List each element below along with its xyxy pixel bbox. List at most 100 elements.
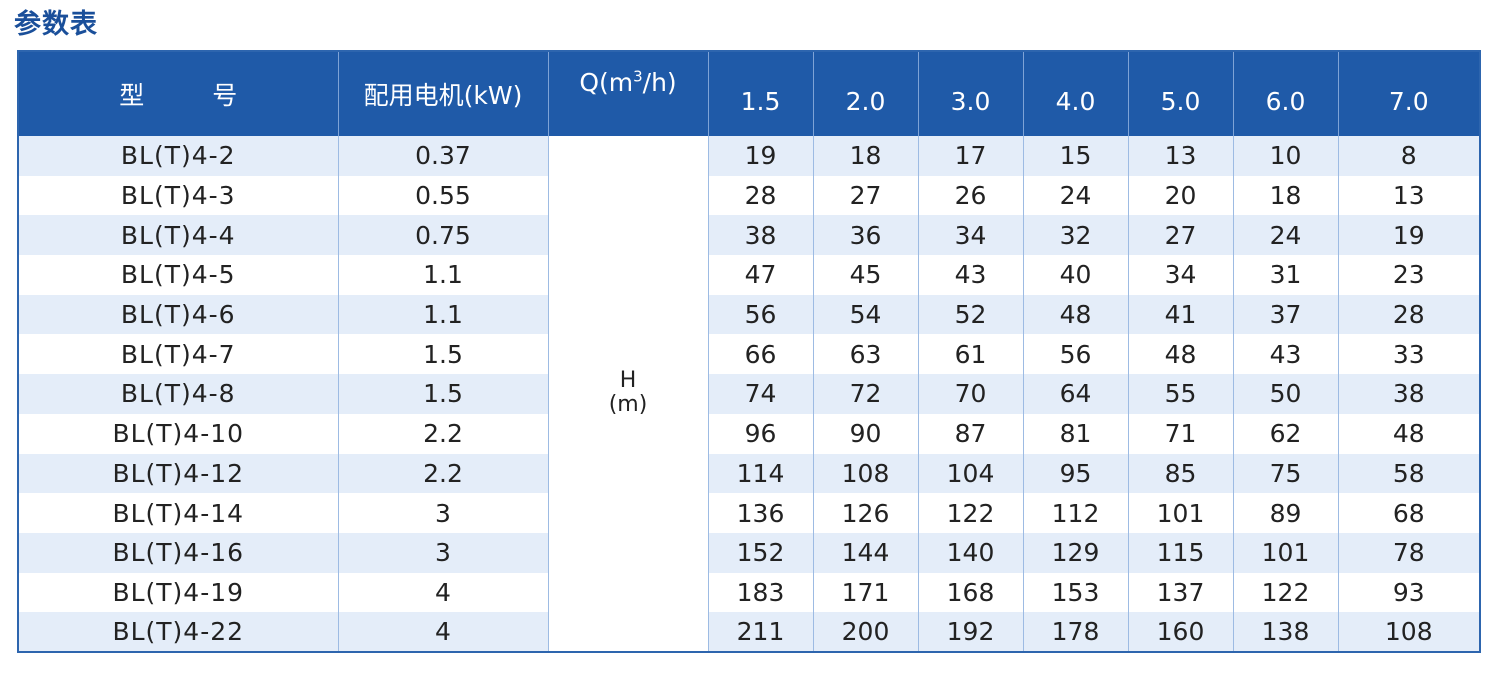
- model-cell: BL(T)4-16: [17, 532, 339, 573]
- head-value-cell: 122: [1232, 572, 1339, 613]
- head-value-cell: 58: [1337, 453, 1481, 494]
- motor-cell: 2.2: [337, 413, 549, 454]
- head-value-cell: 183: [707, 572, 814, 613]
- head-value-cell: 211: [707, 612, 814, 652]
- head-value-cell: 104: [917, 453, 1024, 494]
- head-value-cell: 37: [1232, 294, 1339, 335]
- page-title: 参数表: [14, 9, 98, 40]
- header-flow-value: 2.0: [812, 51, 919, 136]
- head-value-cell: 112: [1022, 493, 1129, 533]
- head-value-cell: 85: [1127, 453, 1234, 494]
- motor-cell: 1.5: [337, 374, 549, 414]
- head-value-cell: 144: [812, 532, 919, 573]
- head-value-cell: 33: [1337, 334, 1481, 375]
- head-value-cell: 136: [707, 493, 814, 533]
- head-value-cell: 13: [1127, 136, 1234, 176]
- motor-cell: 2.2: [337, 453, 549, 494]
- head-value-cell: 32: [1022, 215, 1129, 256]
- header-flow-value: 1.5: [707, 51, 814, 136]
- head-value-cell: 43: [1232, 334, 1339, 375]
- head-value-cell: 72: [812, 374, 919, 414]
- head-value-cell: 48: [1022, 294, 1129, 335]
- head-value-cell: 138: [1232, 612, 1339, 652]
- head-value-cell: 200: [812, 612, 919, 652]
- head-value-cell: 114: [707, 453, 814, 494]
- head-value-cell: 28: [707, 175, 814, 216]
- head-value-cell: 122: [917, 493, 1024, 533]
- head-value-cell: 63: [812, 334, 919, 375]
- head-value-cell: 27: [812, 175, 919, 216]
- head-value-cell: 8: [1337, 136, 1481, 176]
- head-value-cell: 66: [707, 334, 814, 375]
- model-cell: BL(T)4-4: [17, 215, 339, 256]
- head-value-cell: 75: [1232, 453, 1339, 494]
- model-cell: BL(T)4-12: [17, 453, 339, 494]
- head-value-cell: 43: [917, 255, 1024, 295]
- motor-cell: 0.75: [337, 215, 549, 256]
- model-cell: BL(T)4-14: [17, 493, 339, 533]
- head-value-cell: 115: [1127, 532, 1234, 573]
- model-cell: BL(T)4-6: [17, 294, 339, 335]
- head-value-cell: 152: [707, 532, 814, 573]
- table-row: BL(T)4-2 0.37 H (m) 19 18 17 15 13 10 8: [17, 136, 1481, 652]
- head-value-cell: 140: [917, 532, 1024, 573]
- table-row: BL(T)4-14 3 136 126 122 112 101 89 68: [17, 493, 1481, 533]
- model-cell: BL(T)4-2: [17, 136, 339, 176]
- head-value-cell: 24: [1022, 175, 1129, 216]
- model-cell: BL(T)4-10: [17, 413, 339, 454]
- head-value-cell: 41: [1127, 294, 1234, 335]
- head-value-cell: 18: [1232, 175, 1339, 216]
- head-value-cell: 48: [1127, 334, 1234, 375]
- head-value-cell: 108: [1337, 612, 1481, 652]
- head-value-cell: 40: [1022, 255, 1129, 295]
- head-value-cell: 108: [812, 453, 919, 494]
- head-value-cell: 153: [1022, 572, 1129, 613]
- table-row: BL(T)4-16 3 152 144 140 129 115 101 78: [17, 532, 1481, 573]
- model-cell: BL(T)4-7: [17, 334, 339, 375]
- table-row: BL(T)4-4 0.75 38 36 34 32 27 24 19: [17, 215, 1481, 256]
- head-value-cell: 64: [1022, 374, 1129, 414]
- head-value-cell: 34: [1127, 255, 1234, 295]
- motor-cell: 3: [337, 532, 549, 573]
- header-flow-prefix: Q(m: [579, 68, 634, 97]
- head-value-cell: 93: [1337, 572, 1481, 613]
- head-value-cell: 74: [707, 374, 814, 414]
- head-value-cell: 20: [1127, 175, 1234, 216]
- head-value-cell: 68: [1337, 493, 1481, 533]
- head-value-cell: 52: [917, 294, 1024, 335]
- header-flow-value: 5.0: [1127, 51, 1234, 136]
- head-value-cell: 101: [1127, 493, 1234, 533]
- header-flow-value: 6.0: [1232, 51, 1339, 136]
- head-value-cell: 27: [1127, 215, 1234, 256]
- head-value-cell: 126: [812, 493, 919, 533]
- head-value-cell: 48: [1337, 413, 1481, 454]
- head-value-cell: 62: [1232, 413, 1339, 454]
- head-value-cell: 38: [707, 215, 814, 256]
- header-motor: 配用电机(kW): [337, 51, 549, 136]
- head-value-cell: 95: [1022, 453, 1129, 494]
- model-cell: BL(T)4-3: [17, 175, 339, 216]
- table-row: BL(T)4-12 2.2 114 108 104 95 85 75 58: [17, 453, 1481, 494]
- head-value-cell: 17: [917, 136, 1024, 176]
- head-value-cell: 55: [1127, 374, 1234, 414]
- header-flow-value: 3.0: [917, 51, 1024, 136]
- table-row: BL(T)4-7 1.5 66 63 61 56 48 43 33: [17, 334, 1481, 375]
- head-value-cell: 36: [812, 215, 919, 256]
- head-value-cell: 19: [707, 136, 814, 176]
- head-value-cell: 192: [917, 612, 1024, 652]
- head-value-cell: 61: [917, 334, 1024, 375]
- table-row: BL(T)4-19 4 183 171 168 153 137 122 93: [17, 572, 1481, 613]
- motor-cell: 1.5: [337, 334, 549, 375]
- table-row: BL(T)4-8 1.5 74 72 70 64 55 50 38: [17, 374, 1481, 414]
- head-value-cell: 13: [1337, 175, 1481, 216]
- head-value-cell: 47: [707, 255, 814, 295]
- head-value-cell: 178: [1022, 612, 1129, 652]
- table-row: BL(T)4-6 1.1 56 54 52 48 41 37 28: [17, 294, 1481, 335]
- head-value-cell: 137: [1127, 572, 1234, 613]
- head-value-cell: 54: [812, 294, 919, 335]
- head-value-cell: 23: [1337, 255, 1481, 295]
- motor-cell: 3: [337, 493, 549, 533]
- head-value-cell: 24: [1232, 215, 1339, 256]
- head-unit: (m): [608, 392, 648, 418]
- motor-cell: 1.1: [337, 294, 549, 335]
